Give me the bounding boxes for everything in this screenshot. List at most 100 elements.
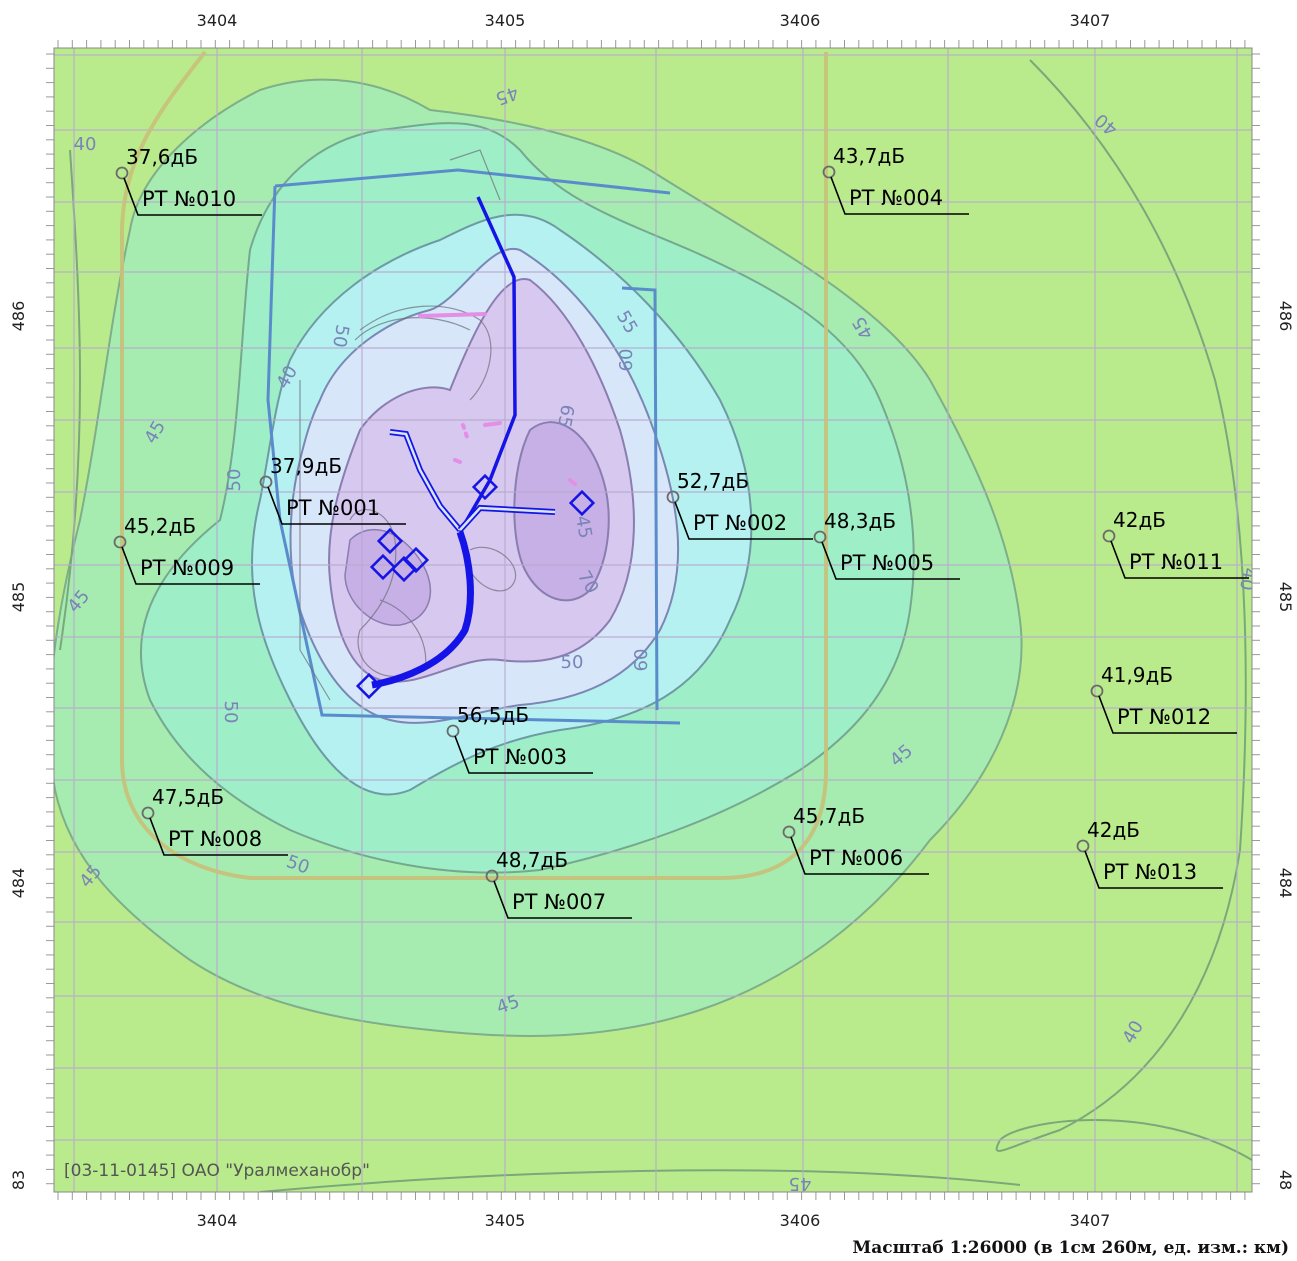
point-value: 48,3дБ	[824, 509, 896, 533]
frame-ticks	[46, 40, 1260, 1200]
point-marker-icon	[259, 475, 273, 489]
point-name: РТ №011	[1129, 550, 1223, 574]
quarry-details	[299, 149, 517, 701]
leader-line	[674, 501, 813, 540]
point-name: РТ №002	[693, 511, 787, 535]
contour-45-bottom	[259, 1169, 1021, 1192]
point-marker-icon	[141, 806, 155, 820]
point-name: РТ №005	[840, 551, 934, 575]
point-value: 42дБ	[1113, 508, 1166, 532]
map-frame	[53, 47, 1253, 1193]
leader-line	[830, 176, 969, 215]
point-marker-icon	[782, 825, 796, 839]
point-value: 48,7дБ	[496, 848, 568, 872]
point-name: РТ №001	[286, 496, 380, 520]
contour-label: 40	[1235, 566, 1260, 592]
point-value: 37,9дБ	[270, 454, 342, 478]
calc-point[interactable]: 45,2дБ РТ №009	[113, 514, 261, 585]
scale-label: Масштаб 1:26000 (в 1см 260м, ед. изм.: к…	[852, 1238, 1289, 1258]
calc-point[interactable]: 43,7дБ РТ №004	[822, 144, 970, 215]
calc-point[interactable]: 37,6дБ РТ №010	[115, 145, 263, 216]
map-grid	[54, 48, 1252, 1192]
contour-label: 65	[553, 403, 578, 429]
axis-labels: 3404 3405 3406 3407 3404 3405 3406 3407 486 485 48…	[9, 11, 1295, 1230]
point-name: РТ №007	[512, 890, 606, 914]
noise-sources	[371, 196, 556, 689]
point-marker-icon	[813, 530, 827, 544]
point-name: РТ №004	[849, 186, 943, 210]
contour-label: 50	[224, 469, 245, 492]
zone-70db	[513, 421, 610, 602]
contour-label: 50	[561, 652, 584, 673]
leader-line	[821, 541, 960, 580]
x-tick-bottom: 3407	[1070, 1211, 1111, 1230]
y-tick-right: 48	[1276, 1170, 1295, 1190]
calc-point[interactable]: 47,5дБ РТ №008	[141, 785, 289, 856]
leader-line	[790, 836, 929, 875]
y-tick-right: 484	[1276, 868, 1295, 899]
calc-point[interactable]: 45,7дБ РТ №006	[782, 804, 930, 875]
point-name: РТ №003	[473, 745, 567, 769]
x-tick-top: 3404	[197, 11, 238, 30]
contour-label: 60	[631, 649, 652, 672]
leader-line	[454, 735, 593, 774]
point-marker-icon	[1090, 684, 1104, 698]
leader-line	[1098, 695, 1237, 734]
contour-label: 60	[616, 349, 637, 372]
point-marker-icon	[446, 724, 460, 738]
y-tick-left: 485	[9, 582, 28, 613]
contour-label: 50	[328, 323, 353, 349]
point-name: РТ №008	[168, 827, 262, 851]
calc-point[interactable]: 48,3дБ РТ №005	[813, 509, 961, 580]
leader-line	[493, 880, 632, 919]
point-value: 42дБ	[1087, 818, 1140, 842]
point-value: 37,6дБ	[126, 145, 198, 169]
calc-point[interactable]: 41,9дБ РТ №012	[1090, 663, 1238, 734]
contour-label: 40	[74, 134, 97, 155]
point-name: РТ №010	[142, 187, 236, 211]
x-tick-bottom: 3404	[197, 1211, 238, 1230]
leader-line	[1084, 850, 1223, 889]
calc-point[interactable]: 52,7дБ РТ №002	[666, 469, 814, 540]
point-name: РТ №006	[809, 846, 903, 870]
calculation-points: 37,6дБ РТ №010 43,7дБ РТ №004 37,9дБ РТ №001 5…	[113, 144, 1250, 919]
x-tick-top: 3405	[485, 11, 526, 30]
point-marker-icon	[822, 165, 836, 179]
point-value: 45,2дБ	[124, 514, 196, 538]
point-value: 56,5дБ	[457, 703, 529, 727]
pink-markers	[418, 312, 577, 486]
point-value: 43,7дБ	[833, 144, 905, 168]
leader-line	[1110, 540, 1249, 579]
point-value: 41,9дБ	[1101, 663, 1173, 687]
y-tick-left: 484	[9, 868, 28, 899]
point-name: РТ №013	[1103, 860, 1197, 884]
point-marker-icon	[1102, 529, 1116, 543]
x-tick-top: 3406	[780, 11, 821, 30]
point-name: РТ №009	[140, 556, 234, 580]
x-tick-bottom: 3406	[780, 1211, 821, 1230]
calc-point[interactable]: 48,7дБ РТ №007	[485, 848, 633, 919]
point-name: РТ №012	[1117, 705, 1211, 729]
point-value: 47,5дБ	[152, 785, 224, 809]
point-value: 45,7дБ	[793, 804, 865, 828]
calc-point[interactable]: 42дБ РТ №011	[1102, 508, 1250, 579]
calc-point[interactable]: 42дБ РТ №013	[1076, 818, 1224, 889]
contour-40-east	[995, 59, 1252, 1161]
y-tick-left: 83	[9, 1170, 28, 1190]
leader-line	[149, 817, 288, 856]
point-value: 52,7дБ	[677, 469, 749, 493]
calc-point[interactable]: 56,5дБ РТ №003	[446, 703, 594, 774]
point-sources	[355, 473, 596, 700]
leader-line	[121, 546, 260, 585]
x-tick-top: 3407	[1070, 11, 1111, 30]
point-marker-icon	[485, 869, 499, 883]
x-tick-bottom: 3405	[485, 1211, 526, 1230]
footer-label: [03-11-0145] ОАО "Уралмеханобр"	[64, 1161, 370, 1181]
y-tick-right: 486	[1276, 301, 1295, 332]
y-tick-right: 485	[1276, 582, 1295, 613]
point-marker-icon	[1076, 839, 1090, 853]
calc-point[interactable]: 37,9дБ РТ №001	[259, 454, 407, 525]
point-marker-icon	[115, 166, 129, 180]
